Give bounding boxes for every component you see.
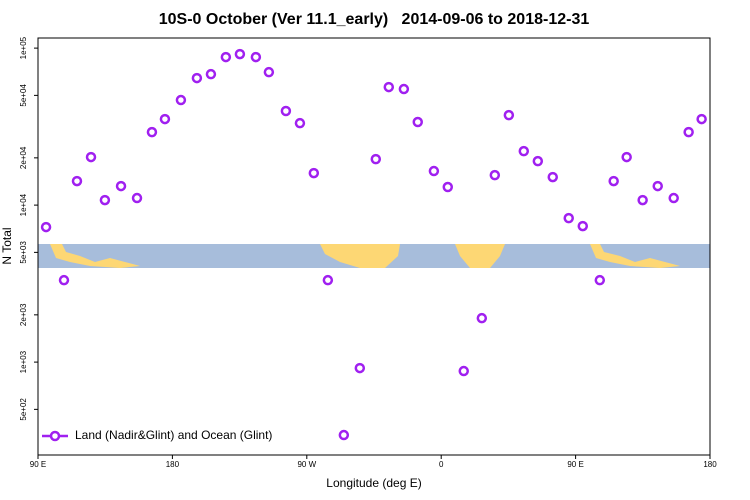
x-tick-label: 180 [703, 460, 717, 469]
data-point [205, 68, 217, 80]
y-tick-label: 5e+04 [19, 84, 28, 107]
data-point [428, 165, 440, 177]
data-point [383, 81, 395, 93]
data-point [621, 151, 632, 163]
data-point [159, 113, 171, 125]
data-point [563, 212, 574, 224]
data-point [547, 171, 559, 183]
data-point [131, 192, 143, 204]
data-point [476, 312, 488, 324]
data-point [71, 175, 83, 187]
legend-label: Land (Nadir&Glint) and Ocean (Glint) [75, 428, 272, 442]
y-tick-label: 2e+04 [19, 146, 28, 169]
data-point [308, 167, 320, 179]
data-point [398, 83, 410, 95]
data-point [532, 155, 544, 167]
data-point [220, 51, 232, 63]
data-point [577, 220, 589, 232]
y-tick-label: 1e+03 [19, 350, 28, 373]
data-point [668, 192, 679, 204]
map-strip [38, 244, 710, 268]
data-point [99, 194, 111, 206]
y-axis-label: N Total [0, 227, 14, 264]
x-tick-label: 90 E [30, 460, 46, 469]
data-point [263, 66, 275, 78]
data-point [234, 48, 246, 60]
data-point [696, 113, 707, 125]
data-point [412, 116, 424, 128]
data-point [594, 274, 606, 286]
x-tick-label: 90 E [567, 460, 583, 469]
data-point [354, 362, 366, 374]
data-point [370, 153, 382, 165]
y-tick-label: 5e+02 [19, 398, 28, 421]
data-point [458, 365, 469, 377]
data-point [175, 94, 187, 106]
data-point [442, 181, 454, 193]
y-tick-label: 5e+03 [19, 241, 28, 264]
y-tick-label: 1e+05 [19, 36, 28, 59]
data-point [652, 180, 663, 192]
data-point [40, 221, 52, 233]
data-point [58, 274, 70, 286]
data-point [85, 151, 97, 163]
data-point [338, 429, 350, 441]
data-point [518, 145, 530, 157]
data-point [683, 126, 694, 138]
data-point [294, 117, 306, 129]
x-tick-label: 90 W [297, 460, 316, 469]
plot-frame [37, 37, 711, 456]
y-tick-label: 2e+03 [19, 303, 28, 326]
data-point [637, 194, 648, 206]
data-point [250, 51, 262, 63]
data-point [503, 109, 515, 121]
data-point [608, 175, 619, 187]
y-tick-label: 1e+04 [19, 193, 28, 216]
data-point [115, 180, 127, 192]
data-point [489, 169, 501, 181]
data-point [280, 105, 292, 117]
data-point [191, 72, 203, 84]
data-point [146, 126, 158, 138]
chart-title: 10S-0 October (Ver 11.1_early) 2014-09-0… [159, 11, 590, 28]
x-axis-label: Longitude (deg E) [326, 476, 421, 490]
x-tick-label: 180 [166, 460, 180, 469]
x-tick-label: 0 [439, 460, 444, 469]
legend-marker [49, 430, 61, 442]
data-point [322, 274, 334, 286]
